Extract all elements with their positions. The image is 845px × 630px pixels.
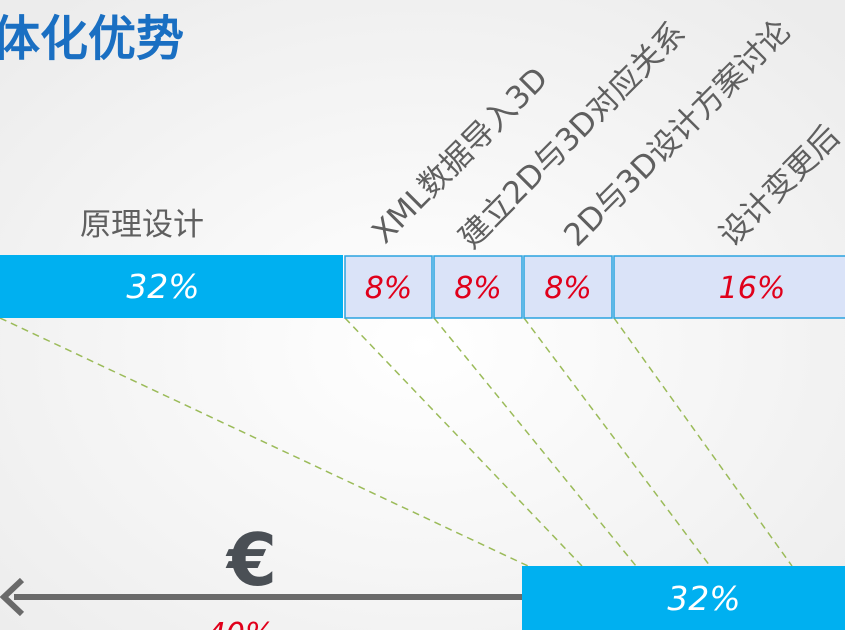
top-bar-value: 32% <box>126 267 199 306</box>
step-box <box>344 255 433 319</box>
step-box <box>613 255 845 319</box>
step-box <box>523 255 613 319</box>
step-value: 8% <box>365 271 413 306</box>
step-value: 16% <box>719 271 786 306</box>
arrow-head <box>0 577 25 617</box>
step-value: 8% <box>544 271 592 306</box>
saving-value: 40% <box>207 617 274 630</box>
step-value: 8% <box>454 271 502 306</box>
bottom-bar-value: 32% <box>667 579 740 618</box>
bottom-bar <box>522 566 845 630</box>
step-box <box>433 255 523 319</box>
stage-label: 原理设计 <box>80 207 204 243</box>
connectors <box>0 317 793 567</box>
top-bar <box>0 255 343 318</box>
title: 体化优势 <box>0 11 184 67</box>
currency-symbol: € <box>225 518 277 602</box>
